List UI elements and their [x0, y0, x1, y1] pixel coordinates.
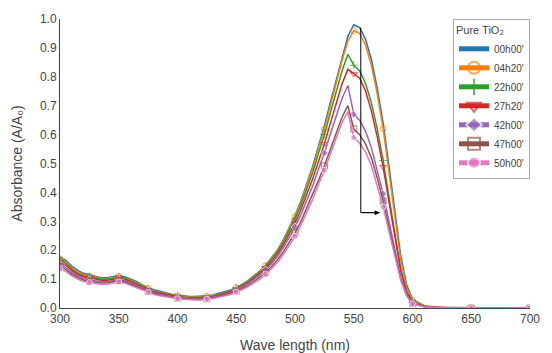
svg-text:Absorbance (A/A₀): Absorbance (A/A₀) [9, 105, 25, 221]
svg-text:650: 650 [461, 312, 481, 326]
svg-text:Wave length (nm): Wave length (nm) [240, 337, 350, 353]
svg-text:0.7: 0.7 [40, 99, 57, 113]
svg-text:22h00': 22h00' [494, 82, 524, 93]
svg-text:0.6: 0.6 [40, 128, 57, 142]
svg-text:1.0: 1.0 [40, 12, 57, 26]
svg-text:450: 450 [226, 312, 246, 326]
svg-text:300: 300 [50, 312, 70, 326]
svg-text:0.8: 0.8 [40, 70, 57, 84]
svg-text:400: 400 [167, 312, 187, 326]
svg-text:Pure TiO₂: Pure TiO₂ [456, 24, 504, 36]
svg-text:42h00': 42h00' [494, 120, 524, 131]
svg-text:0.4: 0.4 [40, 186, 57, 200]
svg-text:0.9: 0.9 [40, 41, 57, 55]
svg-text:50h00': 50h00' [494, 158, 524, 169]
svg-text:27h20': 27h20' [494, 101, 524, 112]
svg-text:47h00': 47h00' [494, 139, 524, 150]
svg-text:0.3: 0.3 [40, 215, 57, 229]
svg-text:0.2: 0.2 [40, 243, 57, 257]
svg-text:500: 500 [285, 312, 305, 326]
svg-text:0.0: 0.0 [40, 301, 57, 315]
svg-text:600: 600 [402, 312, 422, 326]
svg-text:00h00': 00h00' [494, 44, 524, 55]
svg-text:700: 700 [520, 312, 540, 326]
svg-text:350: 350 [109, 312, 129, 326]
svg-text:04h20': 04h20' [494, 63, 524, 74]
svg-text:0.5: 0.5 [40, 157, 57, 171]
svg-text:0.1: 0.1 [40, 272, 57, 286]
svg-text:550: 550 [344, 312, 364, 326]
